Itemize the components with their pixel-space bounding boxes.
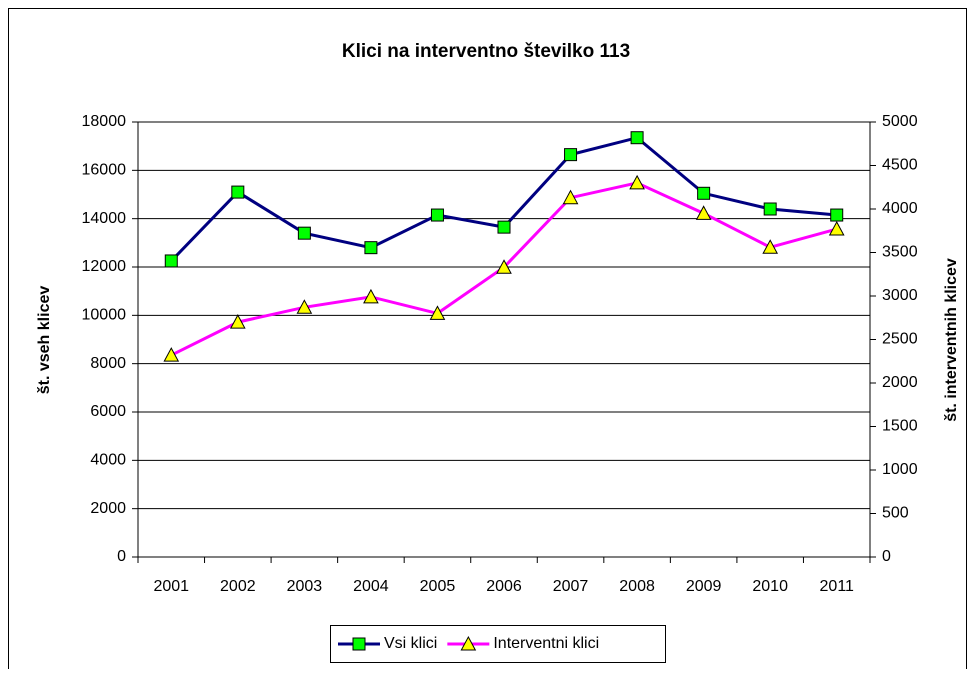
data-point — [364, 241, 378, 255]
y2-tick-label: 4000 — [882, 200, 918, 217]
y2-tick-label: 3000 — [882, 287, 918, 304]
data-point — [363, 288, 379, 304]
x-tick-label: 2006 — [486, 578, 522, 595]
y2-tick-label: 4500 — [882, 157, 918, 174]
y2-axis-label: št. interventnih klicev — [943, 258, 960, 422]
x-tick-label: 2007 — [553, 578, 589, 595]
y-tick-label: 18000 — [82, 113, 127, 130]
y2-tick-label: 1500 — [882, 418, 918, 435]
x-tick-label: 2005 — [420, 578, 456, 595]
y-tick-label: 12000 — [82, 258, 127, 275]
x-tick-label: 2008 — [619, 578, 655, 595]
x-tick-label: 2011 — [820, 578, 855, 595]
data-point — [564, 148, 578, 162]
y-tick-label: 4000 — [90, 452, 126, 469]
x-tick-label: 2004 — [353, 578, 389, 595]
y-tick-label: 10000 — [82, 307, 127, 324]
data-point — [496, 259, 512, 274]
data-point — [430, 208, 444, 222]
y-tick-label: 6000 — [90, 403, 126, 420]
x-tick-label: 2002 — [220, 578, 256, 595]
data-point — [828, 220, 845, 236]
legend-box — [330, 625, 666, 663]
y-tick-label: 14000 — [82, 210, 127, 227]
data-point — [695, 205, 712, 220]
y-tick-label: 2000 — [90, 500, 126, 517]
y2-tick-label: 2000 — [882, 374, 918, 391]
data-point — [830, 208, 844, 222]
data-point — [163, 347, 180, 362]
data-point — [231, 185, 245, 199]
x-tick-label: 2009 — [686, 578, 722, 595]
data-point — [229, 314, 246, 329]
y-tick-label: 8000 — [90, 355, 126, 372]
x-tick-label: 2001 — [153, 578, 189, 595]
data-point — [763, 202, 777, 216]
data-point — [497, 220, 511, 234]
y2-tick-label: 1000 — [882, 461, 918, 478]
x-tick-label: 2010 — [752, 578, 788, 595]
data-point — [697, 186, 711, 200]
data-point — [164, 254, 178, 268]
y-tick-label: 0 — [117, 548, 126, 565]
y2-tick-label: 500 — [882, 505, 909, 522]
legend-marker — [352, 637, 366, 651]
data-point — [630, 131, 644, 145]
data-point — [562, 189, 579, 205]
legend-marker — [460, 635, 477, 651]
y-tick-label: 16000 — [82, 162, 127, 179]
x-tick-label: 2003 — [287, 578, 323, 595]
y-axis-label: št. vseh klicev — [36, 286, 53, 395]
data-point — [762, 239, 779, 254]
data-point — [297, 226, 311, 240]
plot-area — [138, 122, 870, 557]
y2-tick-label: 5000 — [882, 113, 918, 130]
y2-tick-label: 2500 — [882, 331, 918, 348]
chart-title: Klici na interventno številko 113 — [342, 41, 630, 62]
y2-tick-label: 0 — [882, 548, 891, 565]
legend-label: Vsi klici — [384, 635, 437, 652]
data-point — [296, 299, 313, 314]
y2-tick-label: 3500 — [882, 244, 918, 261]
data-point — [429, 305, 446, 320]
data-point — [629, 174, 645, 190]
legend-label: Interventni klici — [493, 635, 599, 652]
